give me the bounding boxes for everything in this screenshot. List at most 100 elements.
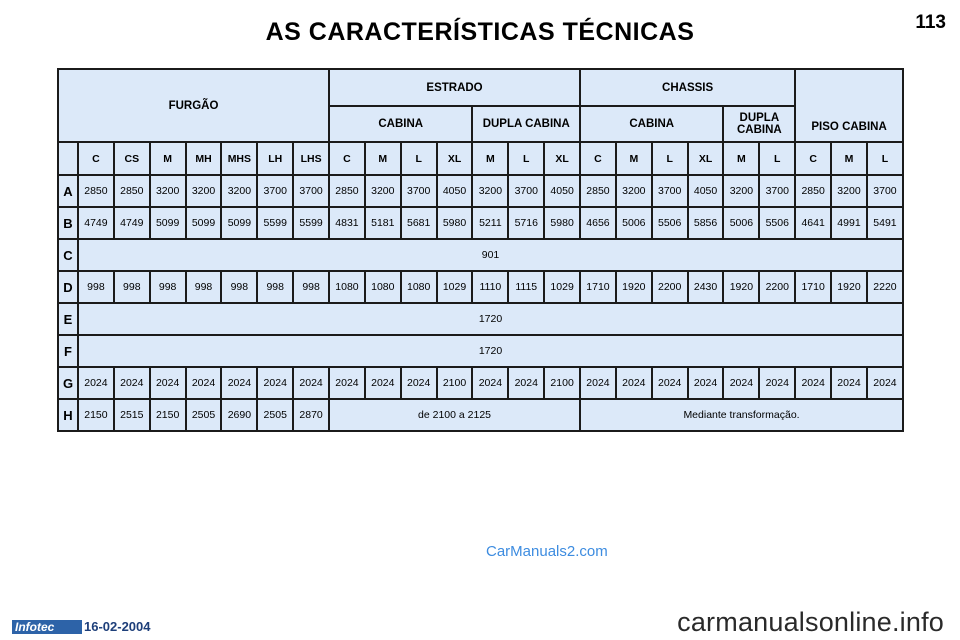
row-label: F <box>57 334 79 368</box>
table-cell: 2024 <box>292 366 331 400</box>
column-header: L <box>399 141 438 176</box>
table-cell: 2024 <box>507 366 546 400</box>
column-header: C <box>794 141 833 176</box>
table-cell: 3700 <box>399 174 438 208</box>
table-cell: 4050 <box>435 174 474 208</box>
table-cell: 3200 <box>184 174 223 208</box>
column-header: MHS <box>220 141 259 176</box>
table-cell: 998 <box>256 270 295 304</box>
table-cell: 3700 <box>256 174 295 208</box>
table-cell: 1110 <box>471 270 510 304</box>
table-cell: 2220 <box>865 270 905 304</box>
table-cell: 4050 <box>543 174 582 208</box>
table-cell: 5099 <box>184 206 223 240</box>
table-cell: 3700 <box>292 174 331 208</box>
table-cell: 2024 <box>184 366 223 400</box>
table-cell: 1920 <box>722 270 761 304</box>
table-cell: 3200 <box>830 174 868 208</box>
table-cell: 1029 <box>543 270 582 304</box>
table-cell: 2024 <box>865 366 905 400</box>
table-row: C 901 <box>57 238 904 272</box>
column-header: M <box>148 141 187 176</box>
column-header: M <box>722 141 761 176</box>
table-cell: 5599 <box>292 206 331 240</box>
table-cell: 5681 <box>399 206 438 240</box>
table-cell: 2024 <box>256 366 295 400</box>
technical-specs-table: FURGÃO ESTRADO CHASSIS PISO CABINA CABIN… <box>56 68 905 432</box>
watermark: CarManuals2.com <box>486 543 608 560</box>
row-label: B <box>57 206 79 240</box>
table-cell: 4831 <box>328 206 366 240</box>
table-row: A 2850 2850 3200 3200 3200 3700 3700 2850 3200 370… <box>57 174 905 208</box>
table-cell: 2430 <box>686 270 725 304</box>
footer-date: 16-02-2004 <box>84 619 151 634</box>
table-cell: 998 <box>148 270 187 304</box>
column-header: M <box>830 141 868 176</box>
table-row: G 2024 2024 2024 2024 2024 2024 2024 2024 2024 202… <box>57 366 905 400</box>
table-cell: 2150 <box>77 398 115 432</box>
table-cell: 2024 <box>399 366 438 400</box>
table-cell: 3700 <box>758 174 797 208</box>
table-cell: 998 <box>292 270 331 304</box>
row-label: G <box>57 366 79 400</box>
table-cell: 5491 <box>865 206 905 240</box>
table-cell: 5980 <box>543 206 582 240</box>
table-cell: 1080 <box>328 270 366 304</box>
column-header: C <box>77 141 115 176</box>
table-cell: 2024 <box>830 366 868 400</box>
table-cell: 2850 <box>112 174 151 208</box>
table-cell: 2150 <box>148 398 187 432</box>
header-chassis-cabina: CABINA <box>579 105 725 143</box>
column-header: M <box>363 141 402 176</box>
column-header: LHS <box>292 141 331 176</box>
table-cell: 4050 <box>686 174 725 208</box>
table-cell: 5211 <box>471 206 510 240</box>
column-header: L <box>758 141 797 176</box>
table-cell: 1710 <box>579 270 617 304</box>
table-cell: 3200 <box>722 174 761 208</box>
table-cell: 3200 <box>220 174 259 208</box>
header-estrado-cabina: CABINA <box>328 105 474 143</box>
header-furgao: FURGÃO <box>56 68 331 143</box>
table-cell: 1710 <box>794 270 833 304</box>
column-header: C <box>579 141 617 176</box>
table-cell: 2024 <box>794 366 833 400</box>
table-cell: 2505 <box>184 398 223 432</box>
row-label: A <box>57 174 79 208</box>
table-cell: 2024 <box>722 366 761 400</box>
column-header: MH <box>184 141 223 176</box>
row-span-value: 901 <box>77 238 904 272</box>
table-cell: 2024 <box>112 366 151 400</box>
table-cell: 3700 <box>507 174 546 208</box>
table-cell: 2024 <box>686 366 725 400</box>
table-cell: 4641 <box>794 206 833 240</box>
column-header: L <box>865 141 905 176</box>
table-cell: 5181 <box>363 206 402 240</box>
table-cell: 2850 <box>579 174 617 208</box>
table-cell: 998 <box>220 270 259 304</box>
table-cell: 5856 <box>686 206 725 240</box>
table-cell: 2024 <box>471 366 510 400</box>
footer-site: carmanualsonline.info <box>677 607 944 637</box>
row-label: E <box>57 302 79 336</box>
table-cell: 1115 <box>507 270 546 304</box>
table-cell: 2690 <box>220 398 259 432</box>
table-cell: 5716 <box>507 206 546 240</box>
table-cell: 2024 <box>650 366 689 400</box>
table-cell: 5006 <box>722 206 761 240</box>
table-cell: 1080 <box>363 270 402 304</box>
table-cell: 2024 <box>363 366 402 400</box>
column-header: L <box>650 141 689 176</box>
table-cell: 4991 <box>830 206 868 240</box>
table-cell: 2850 <box>77 174 115 208</box>
column-header: LH <box>256 141 295 176</box>
table-cell: 5506 <box>650 206 689 240</box>
column-header: XL <box>686 141 725 176</box>
table-cell: 1920 <box>830 270 868 304</box>
table-cell: 2505 <box>256 398 295 432</box>
table-cell: 2200 <box>650 270 689 304</box>
table-cell: 2024 <box>328 366 366 400</box>
column-header: XL <box>543 141 582 176</box>
table-cell: 2024 <box>758 366 797 400</box>
table-cell: 2024 <box>579 366 617 400</box>
